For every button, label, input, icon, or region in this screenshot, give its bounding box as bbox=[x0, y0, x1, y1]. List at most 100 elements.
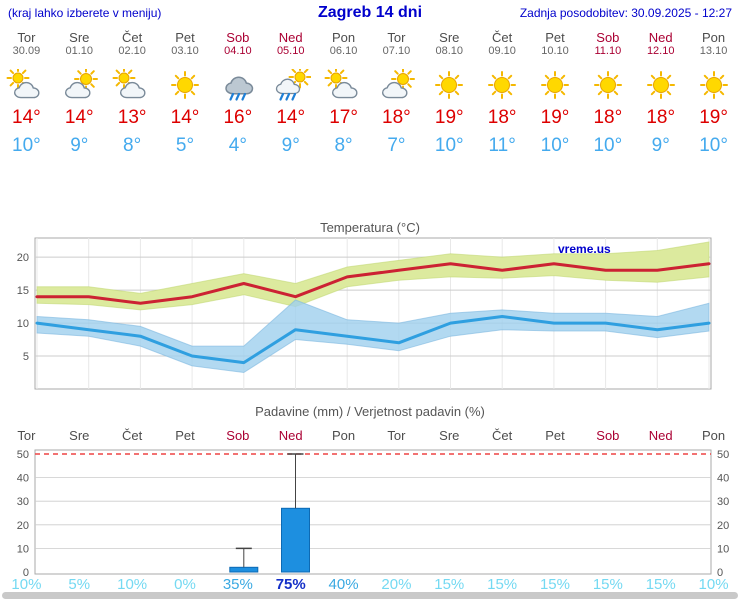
precipitation-chart-title: Padavine (mm) / Verjetnost padavin (%) bbox=[255, 404, 485, 419]
horizontal-scrollbar[interactable] bbox=[2, 592, 738, 599]
day-name: Sob bbox=[596, 30, 620, 45]
precipitation-probability-row: 10% 5% 10% 0% 35% 75% 40% 20% 15% 15% 15% 15% 15% 10% bbox=[0, 576, 740, 594]
sun-icon bbox=[423, 67, 476, 103]
sun-cloud-icon bbox=[370, 67, 423, 103]
temp-min: 10° bbox=[434, 135, 464, 156]
temp-max: 14° bbox=[64, 107, 94, 128]
temp-max: 14° bbox=[12, 107, 41, 128]
day-column: Tor 30.09 14° 10° bbox=[0, 30, 53, 158]
sun-icon bbox=[529, 67, 582, 103]
precip-day-label: Pon bbox=[702, 428, 726, 443]
day-date: 07.10 bbox=[382, 45, 411, 57]
temp-max: 18° bbox=[593, 107, 623, 128]
day-date: 09.10 bbox=[488, 45, 516, 57]
svg-text:20: 20 bbox=[17, 520, 29, 532]
day-date: 05.10 bbox=[276, 45, 305, 57]
svg-text:10: 10 bbox=[17, 318, 29, 330]
svg-text:0: 0 bbox=[717, 567, 723, 579]
precip-probability: 10% bbox=[117, 576, 148, 593]
precip-day-label: Ned bbox=[278, 428, 303, 443]
precip-day-label: Pet bbox=[175, 428, 195, 443]
temp-min: 5° bbox=[175, 135, 195, 156]
precip-day-label: Tor bbox=[17, 428, 36, 443]
temp-min: 8° bbox=[334, 135, 353, 156]
day-column: Sob 11.10 18° 10° bbox=[581, 30, 634, 158]
day-column: Sre 08.10 19° 10° bbox=[423, 30, 476, 158]
precip-day-label: Tor bbox=[387, 428, 406, 443]
rain-icon bbox=[211, 67, 264, 103]
precip-probability: 75% bbox=[275, 576, 306, 593]
day-date: 03.10 bbox=[171, 45, 199, 57]
day-column: Pet 10.10 19° 10° bbox=[529, 30, 582, 158]
cloud-sun-icon bbox=[0, 67, 53, 103]
svg-text:40: 40 bbox=[17, 473, 29, 485]
temp-max: 18° bbox=[646, 107, 676, 128]
temp-min: 10° bbox=[593, 135, 623, 156]
precip-probability: 5% bbox=[68, 576, 91, 593]
svg-text:20: 20 bbox=[717, 520, 729, 532]
last-updated: Zadnja posodobitev: 30.09.2025 - 12:27 bbox=[519, 6, 732, 20]
precip-day-label: Pon bbox=[332, 428, 356, 443]
cloud-sun-icon bbox=[317, 67, 370, 103]
svg-text:20: 20 bbox=[17, 252, 29, 264]
svg-text:50: 50 bbox=[17, 449, 29, 461]
page-title: Zagreb 14 dni bbox=[317, 4, 423, 21]
temperature-chart-title: Temperatura (°C) bbox=[320, 220, 420, 235]
day-name: Čet bbox=[492, 30, 513, 45]
day-date: 02.10 bbox=[118, 45, 146, 57]
day-date: 10.10 bbox=[541, 45, 569, 57]
day-date: 04.10 bbox=[224, 45, 252, 57]
svg-text:10: 10 bbox=[17, 543, 29, 555]
precip-day-label: Sre bbox=[69, 428, 90, 443]
sun-icon bbox=[634, 67, 687, 103]
precip-day-label: Sob bbox=[596, 428, 620, 443]
day-name: Tor bbox=[17, 30, 36, 45]
day-date: 13.10 bbox=[699, 45, 728, 57]
precip-probability: 10% bbox=[698, 576, 729, 593]
temp-max: 13° bbox=[117, 107, 147, 128]
day-name: Pon bbox=[332, 30, 356, 45]
precip-probability: 15% bbox=[539, 576, 570, 593]
day-column: Čet 02.10 13° 8° bbox=[106, 30, 159, 158]
precip-day-label: Ned bbox=[648, 428, 673, 443]
day-date: 11.10 bbox=[594, 45, 622, 57]
precip-day-label: Pet bbox=[545, 428, 565, 443]
svg-text:30: 30 bbox=[17, 496, 29, 508]
temp-max: 19° bbox=[434, 107, 464, 128]
temperature-chart: 5 10 15 20 vreme.us bbox=[0, 236, 740, 394]
day-date: 12.10 bbox=[646, 45, 675, 57]
day-column: Sre 01.10 14° 9° bbox=[53, 30, 106, 158]
day-column: Tor 07.10 18° 7° bbox=[370, 30, 423, 158]
temp-min: 10° bbox=[699, 135, 728, 156]
precip-probability: 35% bbox=[222, 576, 253, 593]
precip-probability: 10% bbox=[11, 576, 42, 593]
svg-text:30: 30 bbox=[717, 496, 729, 508]
sun-icon bbox=[476, 67, 529, 103]
day-name: Ned bbox=[278, 30, 303, 45]
temp-max: 19° bbox=[540, 107, 570, 128]
day-name: Sre bbox=[439, 30, 460, 45]
precip-probability: 15% bbox=[434, 576, 465, 593]
sun-rain-icon bbox=[264, 67, 317, 103]
precip-day-label: Sre bbox=[439, 428, 460, 443]
day-date: 01.10 bbox=[65, 45, 94, 57]
precip-day-label: Sob bbox=[226, 428, 250, 443]
precip-probability: 40% bbox=[328, 576, 359, 593]
precip-probability: 15% bbox=[592, 576, 623, 593]
sun-icon bbox=[687, 67, 740, 103]
temp-max: 18° bbox=[487, 107, 517, 128]
temp-max: 14° bbox=[170, 107, 200, 128]
temp-max: 17° bbox=[329, 107, 358, 128]
menu-hint: (kraj lahko izberete v meniju) bbox=[8, 6, 162, 20]
sun-icon bbox=[581, 67, 634, 103]
precipitation-chart: 0 0 10 10 20 20 30 30 40 40 50 50 bbox=[0, 446, 740, 580]
temp-min: 10° bbox=[12, 135, 41, 156]
precip-day-label: Čet bbox=[122, 428, 143, 443]
temp-min: 9° bbox=[651, 135, 670, 156]
svg-text:0: 0 bbox=[23, 567, 29, 579]
temp-min: 4° bbox=[228, 135, 247, 156]
day-date: 06.10 bbox=[329, 45, 358, 57]
day-name: Pet bbox=[545, 30, 565, 45]
svg-text:5: 5 bbox=[23, 351, 29, 363]
day-name: Pet bbox=[175, 30, 195, 45]
